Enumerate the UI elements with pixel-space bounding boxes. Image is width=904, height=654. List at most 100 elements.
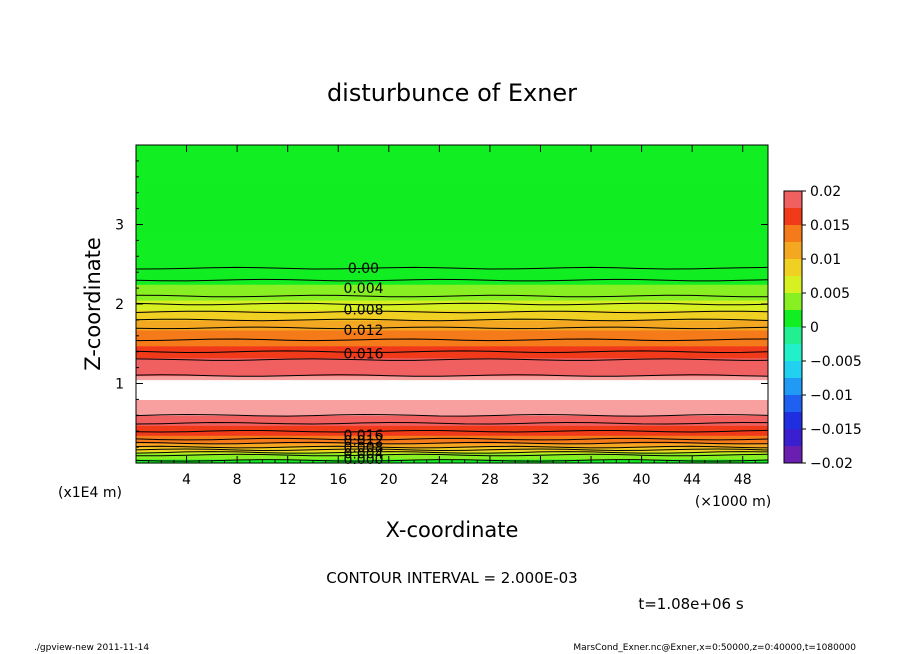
field-band [136, 367, 768, 371]
field-band [136, 333, 768, 337]
field-band [136, 230, 768, 234]
field-band [136, 270, 768, 273]
field-band [136, 389, 768, 393]
field-band [136, 395, 768, 399]
field-band [136, 294, 768, 297]
field-band [136, 242, 768, 245]
colorbar-segment [784, 420, 802, 430]
contour-line [135, 448, 769, 452]
contour-line [135, 358, 769, 361]
colorbar-segment [784, 344, 802, 353]
field-band [136, 385, 768, 389]
field-band [136, 176, 768, 180]
colorbar-segment [784, 352, 802, 362]
contour-line [135, 421, 769, 425]
contour-labels: 0.000.0040.0080.0120.0160.0160.0120.0080… [343, 261, 383, 468]
field-band [136, 423, 768, 426]
field-band [136, 262, 768, 265]
colorbar-tick-label: 0 [810, 320, 819, 336]
field-band [136, 192, 768, 196]
field-band [136, 317, 768, 321]
contour-line [135, 445, 769, 449]
colorbar-segment [784, 250, 802, 260]
footer-left: ./gpview-new 2011-11-14 [34, 643, 149, 653]
x-tick-label: 36 [582, 472, 600, 488]
x-axis: 4 8 12 16 20 24 28 32 36 40 44 48 [148, 145, 756, 488]
colorbar-segment [784, 242, 802, 251]
field-band [136, 208, 768, 212]
x-scale-note: (×1000 m) [695, 494, 771, 510]
colorbar-segment [784, 293, 802, 302]
field-band [136, 198, 768, 202]
contour-lines [135, 266, 769, 462]
field-band [136, 339, 768, 343]
footer-right: MarsCond_Exner.nc@Exner,x=0:50000,z=0:40… [573, 643, 856, 653]
field-band [136, 309, 768, 313]
y-axis-title: Z-coordinate [81, 237, 105, 371]
y-tick-label: 2 [115, 297, 124, 313]
field-band [136, 413, 768, 416]
colorbar-segment [784, 454, 802, 464]
contour-line [135, 302, 769, 306]
field-band [136, 319, 768, 323]
field-band [136, 292, 768, 295]
field-band [136, 369, 768, 373]
field-band [136, 377, 768, 381]
field-band [136, 240, 768, 243]
field-band [136, 361, 768, 365]
colorbar-segment [784, 378, 802, 387]
contour-line [135, 437, 769, 441]
field-band [136, 288, 768, 291]
colorbar-segment [784, 233, 802, 243]
field-band [136, 156, 768, 160]
field-band [136, 365, 768, 369]
contour-line [135, 451, 769, 454]
field-band [136, 455, 768, 458]
colorbar-segment [784, 208, 802, 217]
field-band [136, 343, 768, 347]
field-band [136, 411, 768, 414]
field-band [136, 196, 768, 200]
field-band [136, 447, 768, 450]
field-band [136, 158, 768, 162]
field-band [136, 323, 768, 327]
field-band [136, 379, 768, 383]
field-band [136, 218, 768, 222]
field-band [136, 433, 768, 436]
field-band [136, 266, 768, 269]
field-band [136, 220, 768, 224]
time-note: t=1.08e+06 s [638, 595, 744, 613]
contour-label: 0.004 [343, 281, 383, 297]
field-band [136, 282, 768, 285]
field-band [136, 224, 768, 228]
field-band [136, 401, 768, 404]
colorbar-segment [784, 267, 802, 277]
field-band [136, 174, 768, 178]
field-band [136, 296, 768, 299]
field-band [136, 315, 768, 319]
field-band [136, 254, 768, 257]
field-band [136, 212, 768, 216]
field-band [136, 431, 768, 434]
contour-label: 0.00 [348, 261, 379, 277]
field-band [136, 407, 768, 410]
contour-line [135, 441, 769, 445]
field-band [136, 397, 768, 400]
contour-line [135, 429, 769, 433]
field-band [136, 298, 768, 301]
field-band [136, 280, 768, 283]
field-band [136, 415, 768, 418]
colorbar-segment [784, 225, 802, 234]
y-tick-label: 3 [115, 218, 124, 234]
contour-interval-note: CONTOUR INTERVAL = 2.000E-03 [326, 569, 577, 587]
field-band [136, 284, 768, 287]
field-band [136, 304, 768, 307]
contour-label: 0.016 [343, 346, 383, 362]
field-band [136, 353, 768, 357]
colorbar-segment [784, 369, 802, 379]
field-band [136, 202, 768, 206]
field-band [136, 154, 768, 158]
field-band [136, 387, 768, 391]
field-band [136, 256, 768, 259]
field-band [136, 148, 768, 152]
